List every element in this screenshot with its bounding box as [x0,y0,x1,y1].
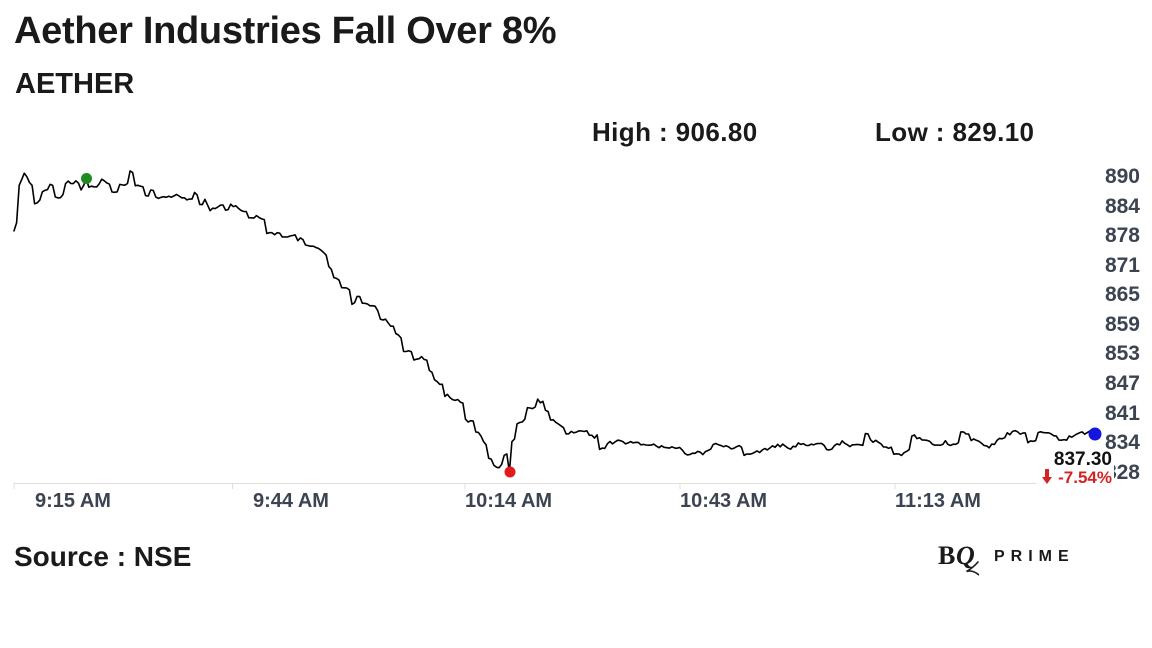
svg-text:PRIME: PRIME [994,548,1075,565]
svg-text:Q: Q [956,541,975,570]
svg-text:B: B [938,541,955,570]
